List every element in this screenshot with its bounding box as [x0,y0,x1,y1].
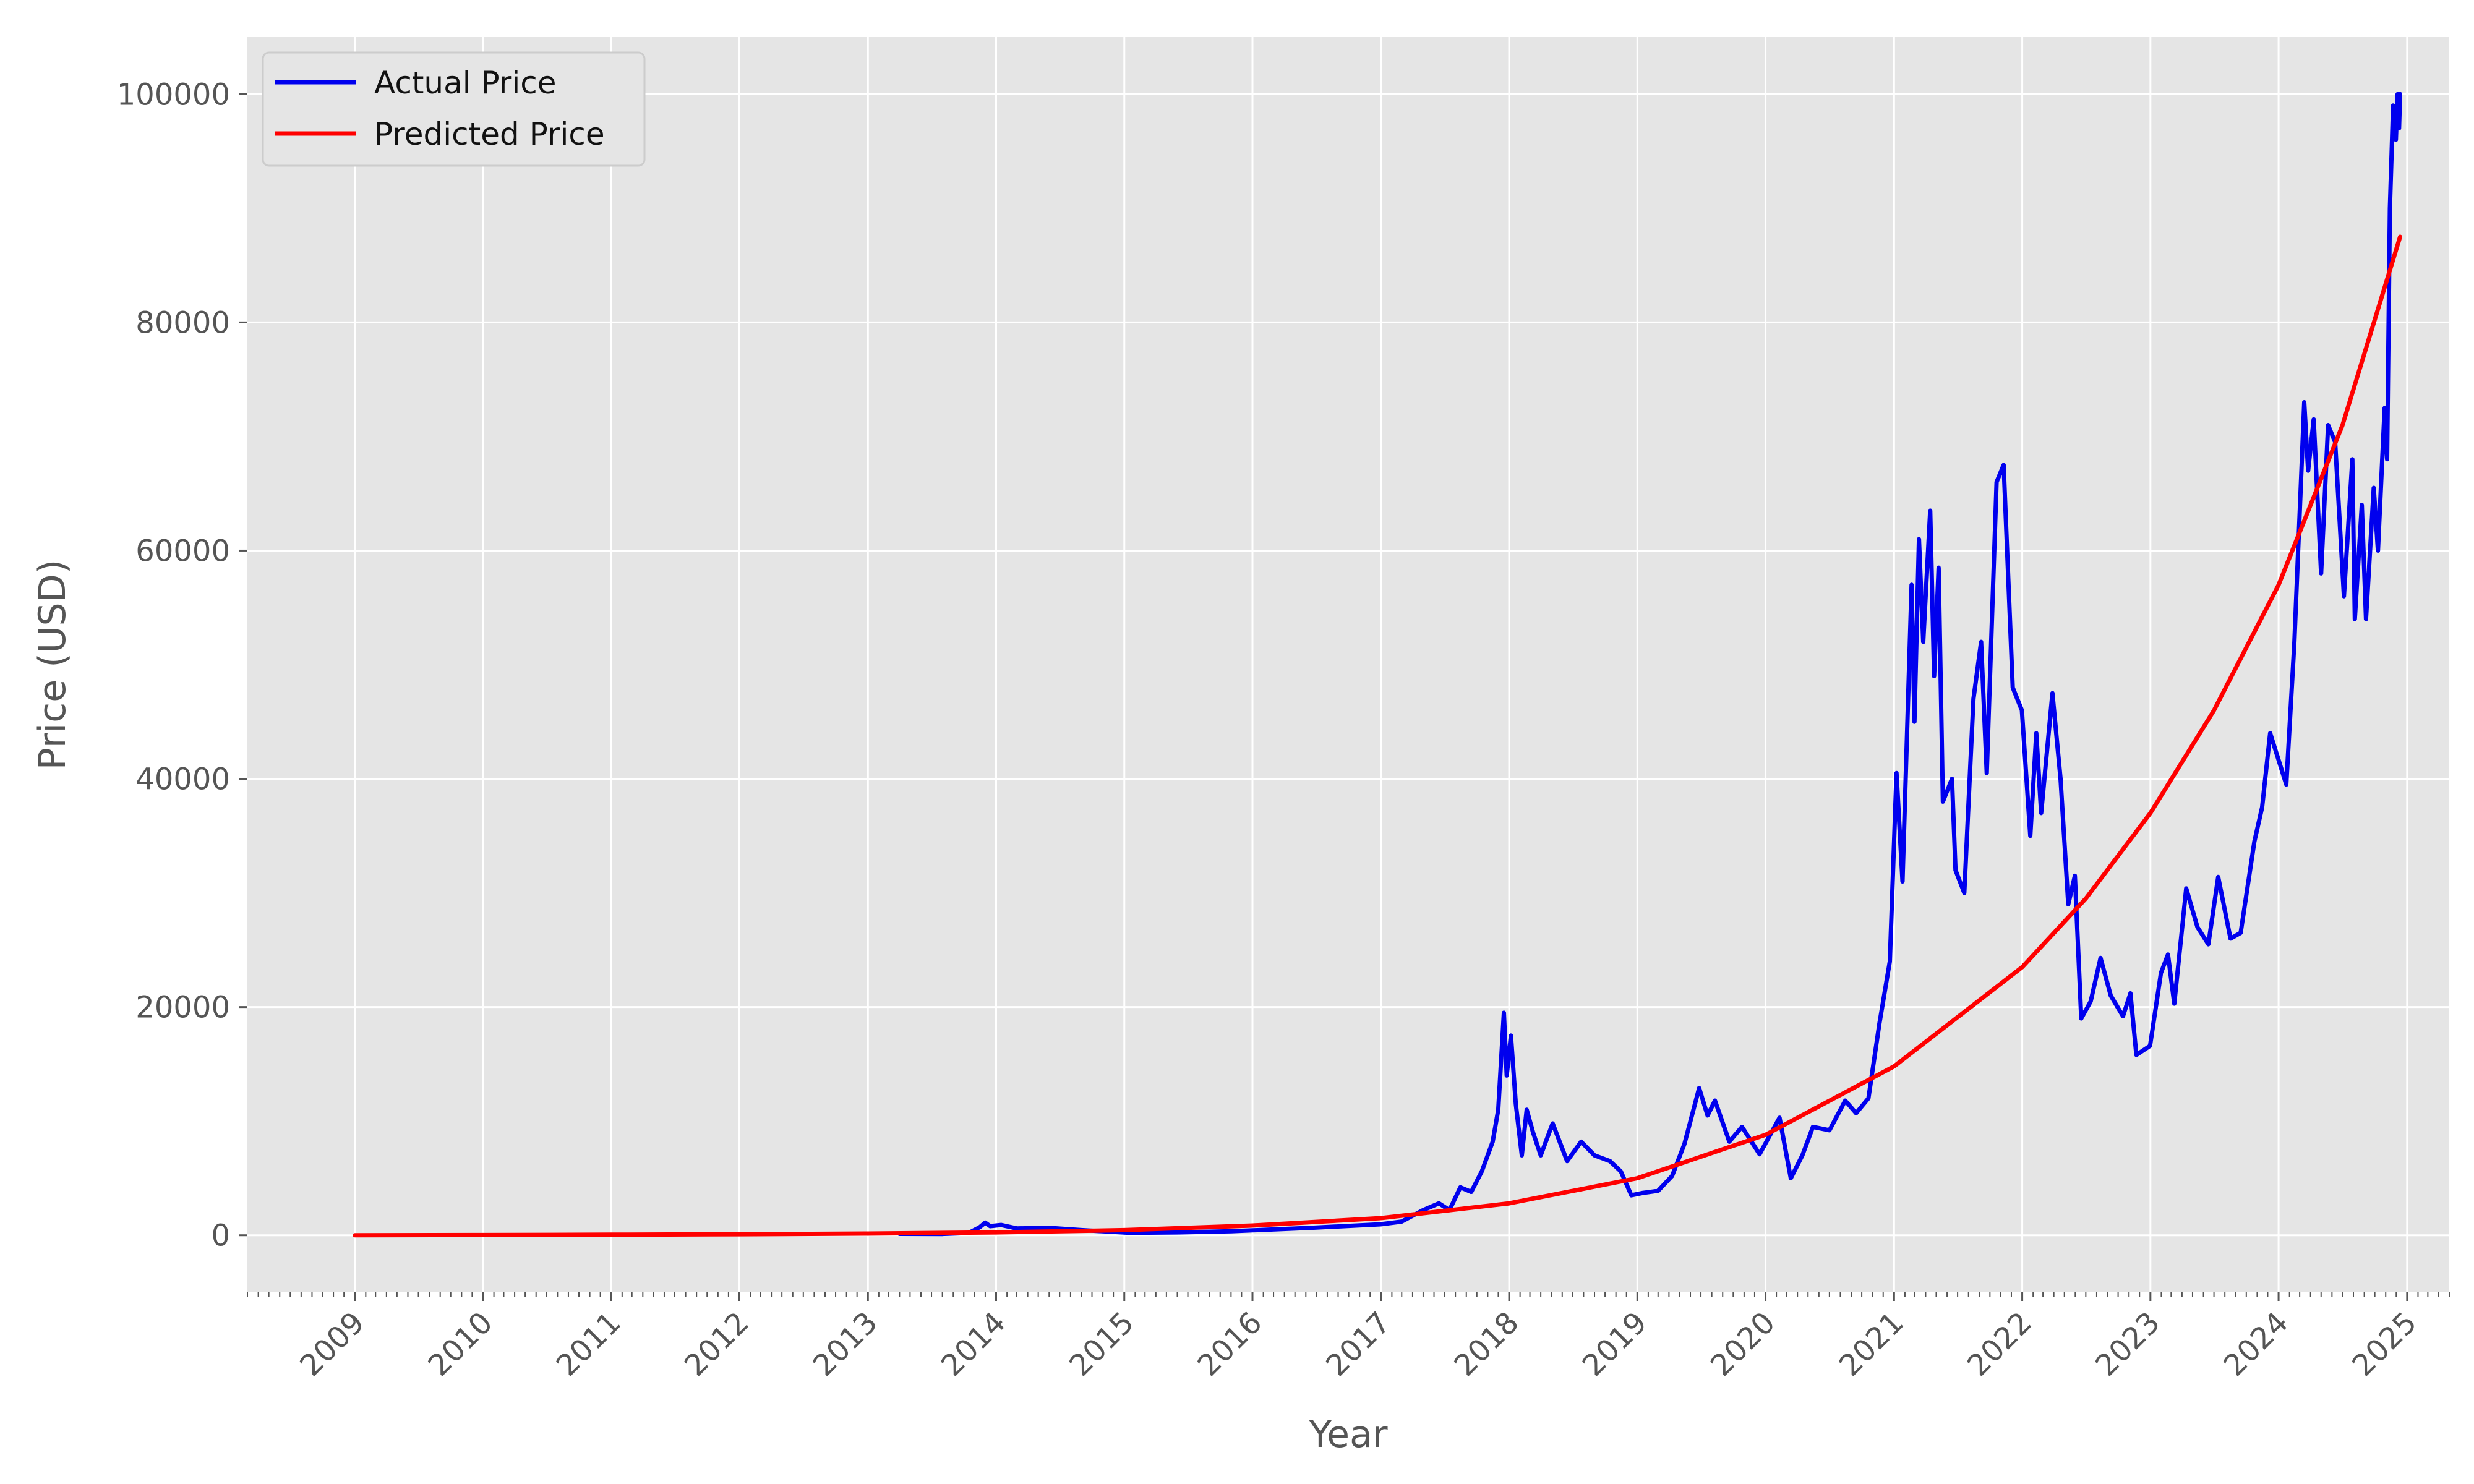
x-tick-label: 2017 [1319,1305,1397,1383]
x-axis-label: Year [1308,1413,1387,1456]
x-tick-label: 2009 [293,1305,371,1383]
x-tick-label: 2014 [935,1305,1012,1383]
legend-label-actual-price: Actual Price [374,65,557,101]
x-tick-label: 2022 [1961,1305,2039,1383]
y-tick-label: 40000 [135,762,230,797]
y-tick-label: 60000 [135,534,230,568]
y-tick-labels: 0 20000 40000 60000 80000 100000 [117,77,230,1253]
x-tick-label: 2023 [2089,1305,2167,1383]
x-tick-label: 2011 [550,1305,628,1383]
x-tick-label: 2012 [678,1305,756,1383]
series-layer [353,92,2402,1238]
x-tick-label: 2013 [807,1305,884,1383]
x-tick-label: 2018 [1448,1305,1526,1383]
y-tick-label: 20000 [135,991,230,1025]
series-line-predicted-price [353,234,2402,1238]
x-tick-label: 2024 [2217,1305,2295,1383]
plot-background [247,37,2449,1292]
y-tick-label: 100000 [117,77,230,112]
x-tick-label: 2015 [1063,1305,1141,1383]
y-tick-label: 80000 [135,305,230,340]
legend-label-predicted-price: Predicted Price [374,116,605,152]
y-axis-label: Price (USD) [31,560,74,770]
x-tick-label: 2016 [1191,1305,1269,1383]
x-tick-labels: 2009 2010 2011 2012 2013 2014 2015 2016 2017 2018… [293,1305,2423,1383]
x-tick-label: 2010 [421,1305,499,1383]
x-tick-label: 2021 [1833,1305,1911,1383]
y-tick-label: 0 [211,1219,230,1253]
legend-box [262,51,646,167]
legend: Actual Price Predicted Price [262,51,646,167]
x-tick-label: 2020 [1704,1305,1782,1383]
x-minor-ticks [247,1292,2450,1297]
series-line-actual-price [897,92,2402,1237]
x-tick-label: 2025 [2345,1305,2423,1383]
x-tick-label: 2019 [1576,1305,1654,1383]
